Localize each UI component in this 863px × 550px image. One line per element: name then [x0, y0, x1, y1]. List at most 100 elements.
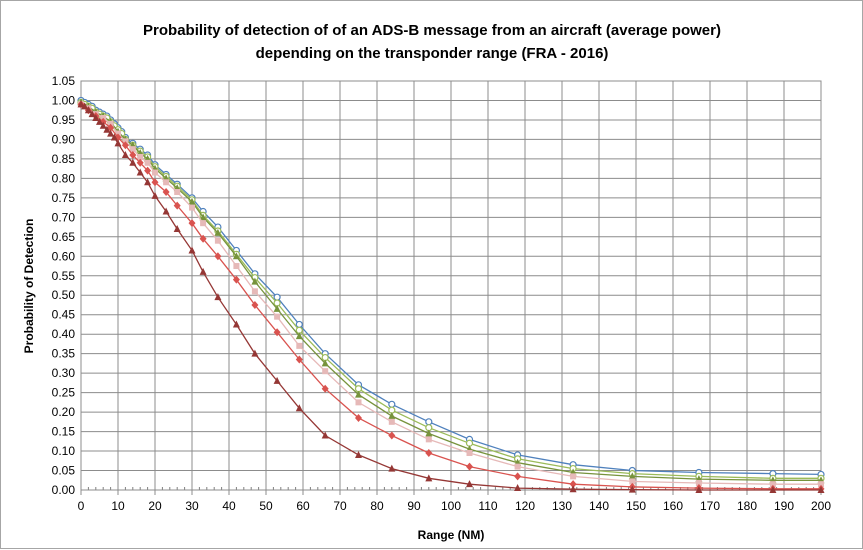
data-point — [232, 252, 240, 260]
data-point — [355, 450, 362, 458]
x-tick-label: 10 — [111, 499, 125, 513]
data-point — [628, 485, 636, 493]
x-axis-label: Range (NM) — [418, 528, 485, 542]
data-point — [321, 431, 329, 439]
y-tick-label: 0.55 — [52, 269, 76, 283]
data-point — [251, 349, 259, 357]
y-tick-label: 0.70 — [52, 210, 76, 224]
data-point — [355, 399, 362, 406]
data-point — [173, 201, 181, 210]
data-point — [273, 293, 281, 301]
y-tick-label: 0.30 — [52, 366, 76, 380]
x-tick-label: 130 — [552, 499, 572, 513]
data-point — [199, 213, 207, 221]
y-tick-label: 0.90 — [52, 132, 76, 146]
data-point — [355, 413, 362, 422]
x-tick-label: 120 — [515, 499, 535, 513]
chart-title-line-1: Probability of detection of of an ADS-B … — [143, 22, 721, 39]
data-point — [251, 300, 259, 309]
data-point — [81, 102, 89, 110]
y-tick-label: 0.00 — [52, 483, 76, 497]
data-point — [355, 390, 362, 398]
y-tick-label: 0.10 — [52, 444, 76, 458]
data-point — [569, 485, 577, 493]
data-point — [321, 384, 329, 393]
data-point — [295, 320, 303, 329]
data-point — [695, 479, 702, 486]
data-point — [233, 263, 240, 270]
data-point — [425, 418, 433, 426]
data-point — [769, 486, 777, 493]
data-point — [162, 188, 170, 197]
data-point — [466, 449, 473, 456]
x-tick-label: 20 — [148, 499, 162, 513]
data-point — [769, 481, 776, 488]
data-point — [569, 480, 577, 489]
data-point — [174, 189, 181, 196]
data-point — [188, 219, 196, 228]
data-point — [137, 153, 144, 160]
data-point — [214, 228, 222, 236]
data-point — [99, 121, 107, 129]
data-point — [322, 368, 329, 375]
data-point — [199, 267, 207, 275]
y-tick-label: 0.05 — [52, 464, 76, 478]
y-tick-label: 0.75 — [52, 191, 76, 205]
data-point — [321, 359, 329, 367]
grid-lines — [80, 80, 822, 495]
data-point — [129, 151, 137, 160]
y-tick-label: 0.45 — [52, 308, 76, 322]
x-tick-label: 190 — [774, 499, 794, 513]
data-point — [144, 166, 152, 175]
data-point — [129, 158, 137, 166]
y-tick-label: 0.20 — [52, 405, 76, 419]
x-tick-label: 100 — [441, 499, 461, 513]
data-point — [232, 275, 240, 284]
x-tick-label: 70 — [333, 499, 347, 513]
data-point — [251, 288, 258, 295]
x-tick-label: 180 — [737, 499, 757, 513]
data-point — [273, 304, 281, 312]
data-point — [88, 110, 96, 118]
data-point — [162, 207, 170, 215]
data-point — [466, 462, 473, 471]
data-point — [274, 313, 281, 320]
data-point — [121, 141, 129, 150]
x-tick-label: 30 — [185, 499, 199, 513]
data-point — [188, 246, 196, 254]
data-point — [388, 418, 395, 425]
plot-area — [80, 80, 822, 491]
x-tick-label: 0 — [78, 499, 85, 513]
y-tick-label: 1.00 — [52, 93, 76, 107]
y-tick-label: 0.80 — [52, 171, 76, 185]
data-point — [121, 151, 129, 159]
data-point — [92, 114, 100, 122]
data-point — [136, 158, 144, 167]
y-axis-ticks: 0.00 0.05 0.10 0.15 0.20 0.25 0.30 0.35 0.40 0.45… — [52, 74, 76, 497]
data-point — [107, 129, 115, 137]
x-tick-label: 140 — [589, 499, 609, 513]
data-point — [295, 355, 303, 364]
series-group — [77, 96, 825, 493]
y-tick-label: 1.05 — [52, 74, 76, 88]
data-point — [388, 411, 396, 419]
data-point — [188, 197, 196, 205]
data-point — [629, 478, 636, 485]
y-tick-label: 0.50 — [52, 288, 76, 302]
data-point — [570, 473, 577, 480]
data-point — [214, 237, 221, 244]
data-point — [425, 436, 432, 443]
data-point — [818, 481, 824, 488]
chart-title-line-2: depending on the transponder range (FRA … — [256, 45, 609, 62]
data-point — [388, 431, 396, 440]
y-tick-label: 0.65 — [52, 230, 76, 244]
data-point — [144, 178, 152, 186]
data-point — [214, 293, 222, 301]
data-point — [96, 117, 103, 125]
data-point — [199, 234, 207, 243]
y-tick-label: 0.15 — [52, 425, 76, 439]
data-point — [152, 169, 158, 176]
y-tick-label: 0.25 — [52, 386, 76, 400]
